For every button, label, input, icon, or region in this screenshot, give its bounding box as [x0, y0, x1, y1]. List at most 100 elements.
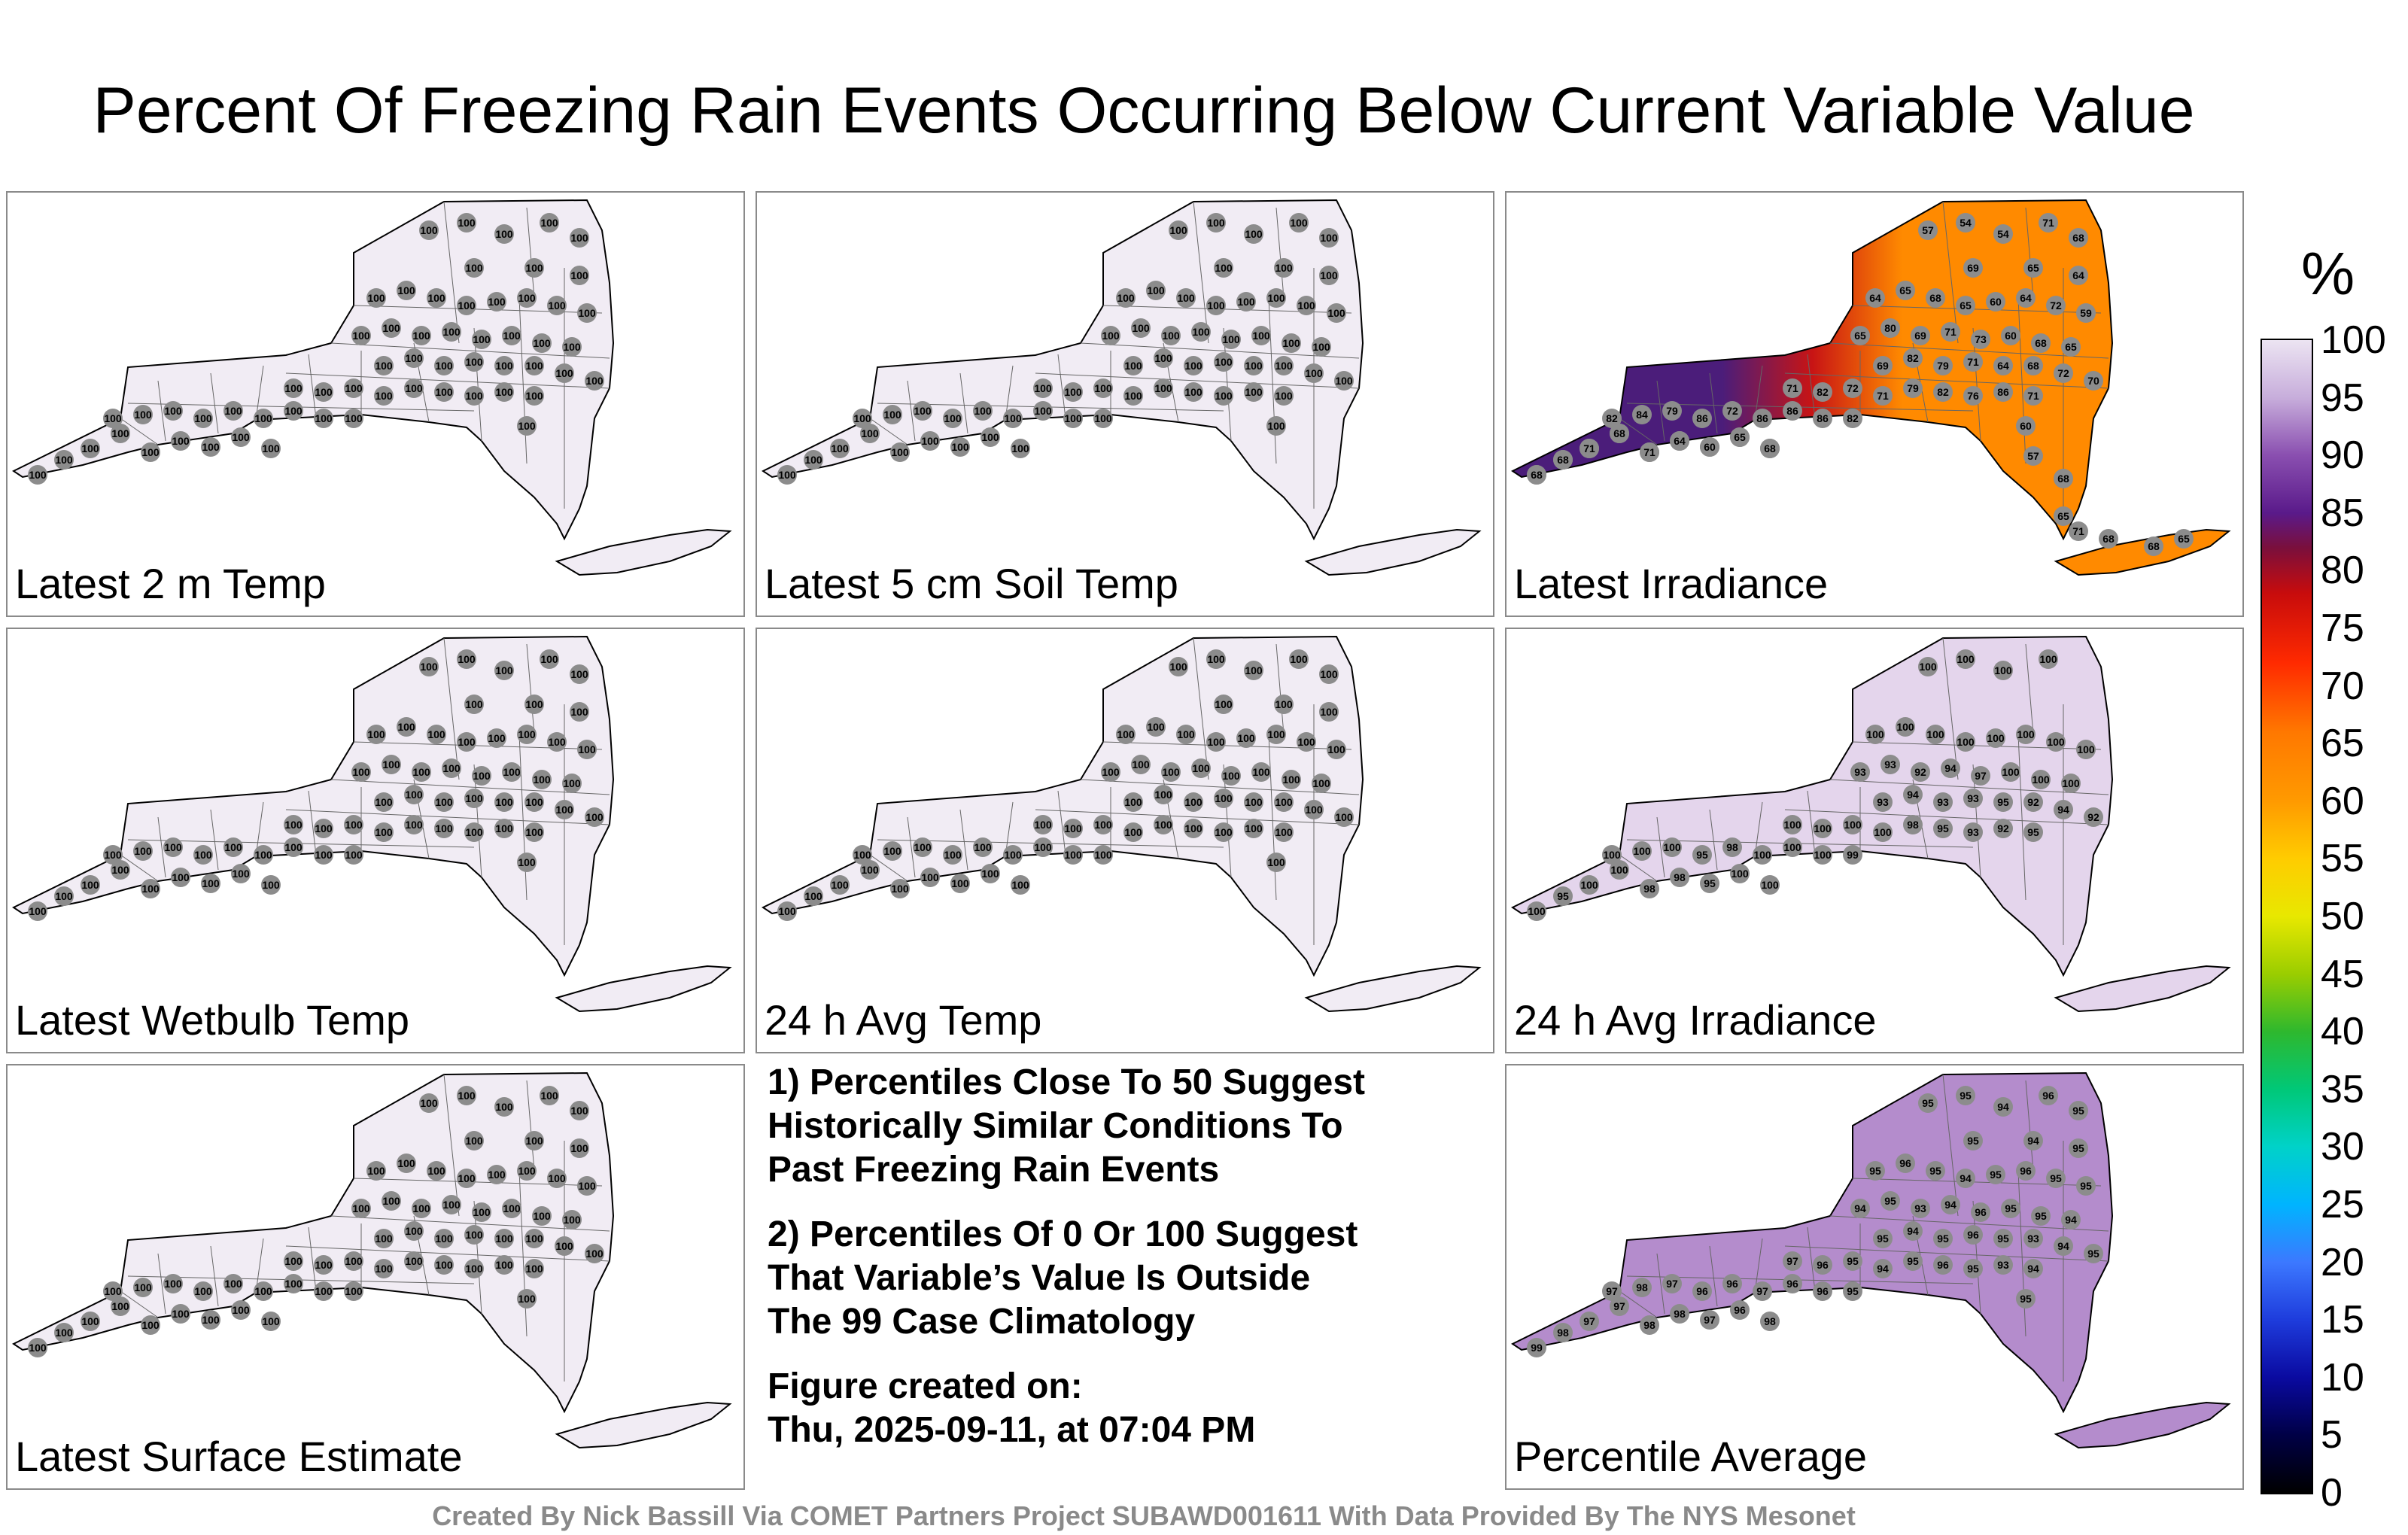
panel-label: Latest 2 m Temp [15, 560, 326, 607]
station-dot [853, 409, 872, 428]
station-value: 100 [1094, 819, 1112, 831]
station-value: 100 [345, 819, 363, 831]
station-dot [1926, 1161, 1945, 1181]
station-marker: 72 [1843, 378, 1862, 398]
station-value: 100 [458, 653, 476, 665]
county-boundary [1223, 764, 1232, 878]
county-boundary [1829, 342, 2109, 359]
station-value: 95 [1990, 1169, 2002, 1181]
station-value: 100 [1282, 774, 1300, 786]
station-value: 100 [555, 1240, 573, 1252]
station-marker: 100 [913, 401, 932, 421]
station-value: 95 [1696, 849, 1708, 861]
station-marker: 100 [442, 322, 461, 342]
station-marker: 95 [2001, 1199, 2020, 1218]
station-value: 100 [352, 766, 370, 778]
station-dot [853, 845, 872, 865]
station-value: 86 [1756, 412, 1768, 424]
county-boundary [1754, 801, 1763, 857]
station-marker: 100 [1154, 815, 1173, 834]
station-value: 100 [232, 1304, 250, 1316]
station-value: 100 [1297, 736, 1315, 748]
station-value: 100 [951, 441, 969, 453]
station-dot [1327, 740, 1346, 759]
station-value: 100 [55, 890, 73, 902]
station-value: 100 [914, 405, 932, 417]
station-value: 100 [488, 1169, 506, 1181]
colorbar-tick-label: 60 [2321, 779, 2364, 823]
station-value: 100 [525, 390, 543, 402]
county-boundary [518, 1170, 528, 1337]
long-island-outline [2054, 1401, 2231, 1449]
station-dot [1312, 337, 1331, 357]
colorbar-segment [2262, 1377, 2312, 1436]
station-dot [1033, 401, 1053, 421]
station-dot [1131, 318, 1151, 338]
station-value: 64 [2020, 292, 2032, 304]
station-value: 100 [518, 728, 536, 740]
colorbar-segment [2262, 397, 2312, 456]
station-marker: 86 [1753, 409, 1772, 428]
station-value: 95 [1937, 1233, 1949, 1245]
station-dot [261, 875, 281, 895]
station-marker: 100 [374, 386, 394, 406]
station-marker: 100 [141, 1315, 160, 1335]
station-marker: 100 [404, 348, 424, 368]
station-value: 57 [2027, 450, 2039, 462]
footer-credit: Created By Nick Bassill Via COMET Partne… [432, 1500, 1856, 1531]
station-value: 79 [1937, 360, 1949, 372]
station-value: 97 [1975, 770, 1987, 782]
station-value: 100 [1305, 367, 1323, 379]
station-value: 100 [405, 819, 423, 831]
station-value: 71 [1786, 382, 1798, 394]
station-value: 100 [405, 352, 423, 364]
station-value: 100 [548, 1172, 566, 1184]
station-marker: 98 [1670, 1304, 1689, 1324]
station-marker: 94 [1903, 785, 1923, 804]
station-value: 100 [405, 382, 423, 394]
station-dot [517, 416, 537, 436]
station-value: 100 [1290, 653, 1308, 665]
station-marker: 100 [1176, 725, 1196, 744]
station-marker: 100 [351, 762, 371, 782]
station-dot [1865, 1161, 1885, 1181]
station-dot [193, 409, 213, 428]
station-value: 100 [1528, 905, 1546, 917]
station-dot [577, 303, 597, 323]
station-value: 100 [974, 405, 992, 417]
station-marker: 100 [419, 1093, 439, 1113]
station-dot [1941, 1195, 1960, 1214]
station-value: 92 [1997, 822, 2009, 834]
county-boundary [157, 816, 166, 878]
station-dot [1903, 1221, 1923, 1241]
station-marker: 94 [1956, 1169, 1975, 1188]
station-value: 100 [974, 841, 992, 853]
station-value: 98 [1557, 1327, 1569, 1339]
station-marker: 95 [1933, 819, 1953, 838]
station-value: 68 [2102, 533, 2115, 545]
station-marker: 100 [570, 228, 589, 248]
station-value: 100 [412, 1202, 430, 1214]
station-value: 95 [1869, 1165, 1881, 1177]
station-marker: 94 [1941, 758, 1960, 778]
station-dot [419, 1093, 439, 1113]
station-marker: 100 [254, 1281, 273, 1301]
station-marker: 100 [351, 1199, 371, 1218]
county-boundary [1035, 809, 1360, 825]
station-marker: 100 [201, 1310, 220, 1330]
station-marker: 100 [1319, 228, 1339, 248]
station-value: 100 [1603, 849, 1621, 861]
station-marker: 100 [412, 326, 431, 345]
station-dot [419, 220, 439, 240]
station-value: 100 [1252, 330, 1270, 342]
station-dot [1783, 1274, 1802, 1293]
station-marker: 97 [1971, 766, 1990, 786]
station-dot [1131, 755, 1151, 774]
station-value: 100 [778, 469, 796, 481]
station-value: 100 [1335, 375, 1353, 387]
station-marker: 100 [1063, 845, 1083, 865]
station-marker: 100 [1146, 717, 1166, 737]
station-marker: 95 [1993, 1229, 2013, 1248]
station-value: 100 [435, 1259, 453, 1271]
station-dot [231, 1300, 251, 1320]
